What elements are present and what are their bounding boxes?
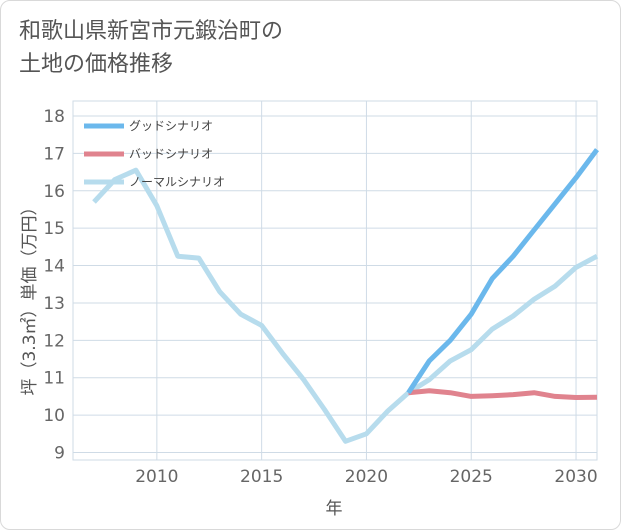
y-tick-label: 15 [43,219,65,239]
chart-title-line-1: 和歌山県新宮市元鍛治町の [19,19,284,44]
y-tick-label: 14 [43,257,65,277]
series-line-2 [92,167,599,444]
grid [72,100,598,461]
series-lines [92,148,600,444]
y-axis-label: 坪（3.3㎡）単価（万円） [20,198,40,395]
y-tick-label: 18 [43,107,65,127]
y-tick-label: 9 [54,444,65,464]
series-line-1 [408,388,598,400]
legend-label-1: バッドシナリオ [129,147,213,161]
x-tick-label: 2025 [450,467,493,487]
plot-area-frame [72,100,598,461]
x-tick-label: 2015 [240,467,283,487]
y-tick-label: 11 [43,369,65,389]
legend-label-2: ノーマルシナリオ [129,175,225,189]
chart-title: 和歌山県新宮市元鍛治町の 土地の価格推移 [19,15,283,81]
series-line-0 [406,148,600,395]
y-tick-label: 16 [43,182,65,202]
chart-title-line-2: 土地の価格推移 [19,52,174,77]
y-tick-label: 13 [43,294,65,314]
x-tick-label: 2020 [345,467,388,487]
x-tick-label: 2030 [554,467,597,487]
legend-label-0: グッドシナリオ [129,119,213,133]
x-axis-label: 年 [326,499,343,519]
tick-labels: 9 10 11 12 13 14 15 16 17 18 2010 2015 2020 2025 2030 [43,107,597,487]
y-tick-label: 17 [43,144,65,164]
x-tick-label: 2010 [135,467,178,487]
y-tick-label: 10 [43,406,65,426]
y-tick-label: 12 [43,331,65,351]
